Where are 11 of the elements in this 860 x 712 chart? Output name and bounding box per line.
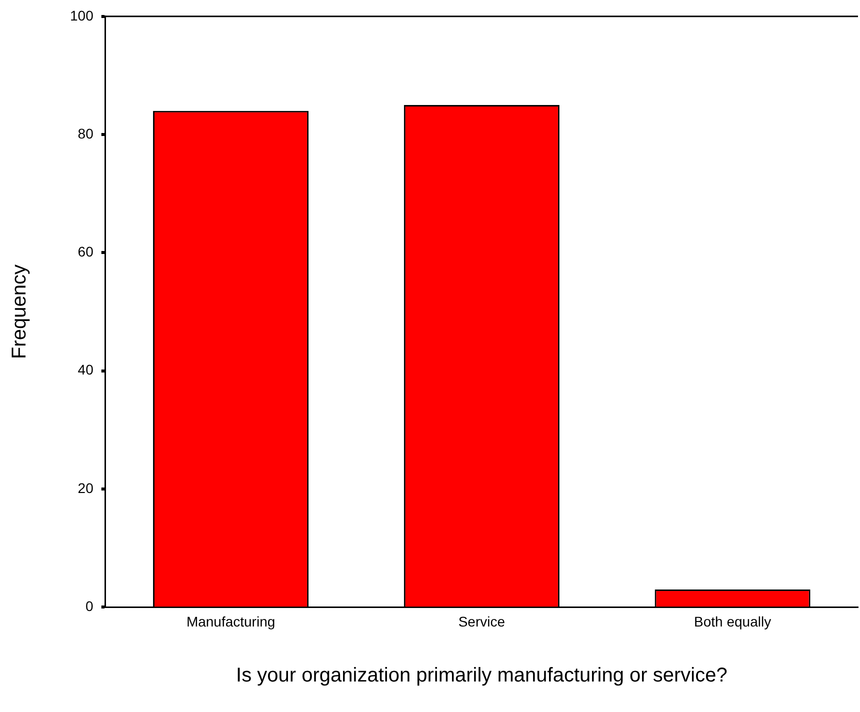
- x-axis-title: Is your organization primarily manufacturing or service?: [236, 664, 728, 687]
- x-tick-label: Both equally: [694, 613, 772, 630]
- x-tick-label: Manufacturing: [186, 613, 276, 630]
- y-tick-label: 20: [78, 480, 94, 496]
- y-tick-label: 60: [78, 244, 94, 260]
- x-tick-label: Service: [458, 613, 506, 630]
- y-tick-label: 100: [70, 7, 94, 24]
- y-tick-label: 0: [86, 598, 94, 614]
- y-tick-label: 80: [78, 125, 94, 142]
- y-axis-title: Frequency: [8, 264, 31, 360]
- y-tick-label: 40: [78, 362, 94, 378]
